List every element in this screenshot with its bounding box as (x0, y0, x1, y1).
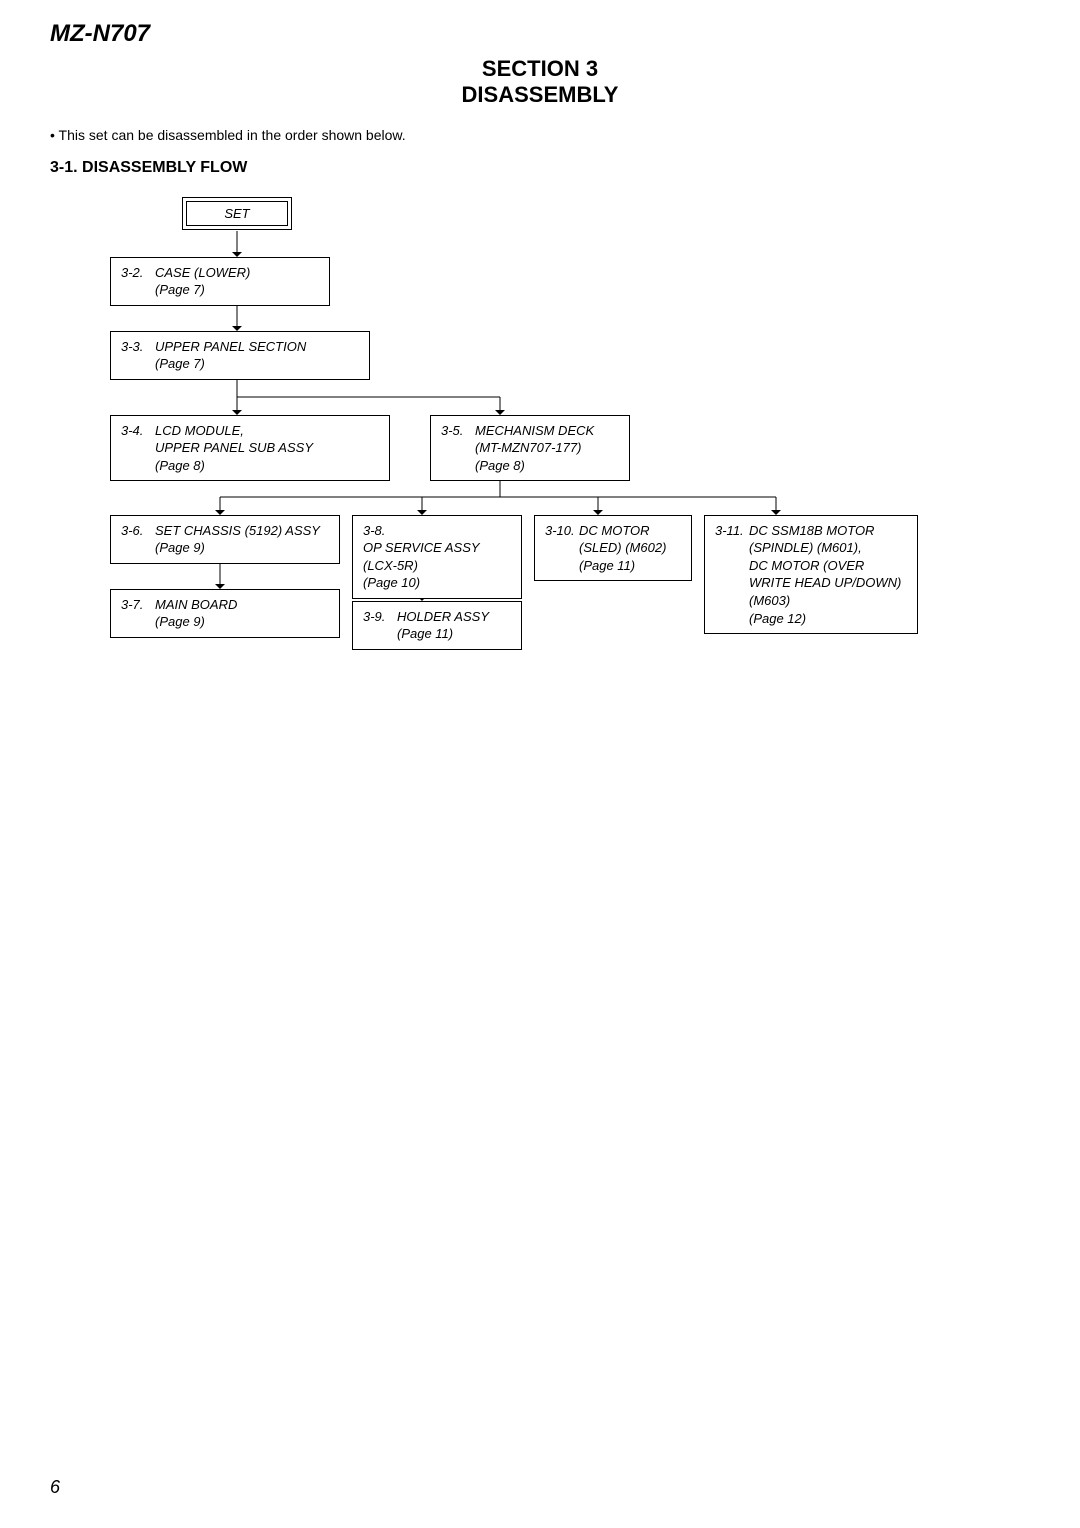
node-n38-text: OP SERVICE ASSY(LCX-5R)(Page 10) (363, 539, 480, 592)
section-line2: DISASSEMBLY (50, 82, 1030, 108)
page-number: 6 (50, 1477, 60, 1498)
node-n32-text: CASE (LOWER)(Page 7) (155, 264, 250, 299)
node-n35-num: 3-5. (441, 422, 475, 440)
section-header: SECTION 3 DISASSEMBLY (50, 56, 1030, 109)
node-n36-num: 3-6. (121, 522, 155, 540)
subsection-title: 3-1. DISASSEMBLY FLOW (50, 159, 1030, 177)
node-n32: 3-2.CASE (LOWER)(Page 7) (110, 257, 330, 306)
node-n37-text: MAIN BOARD(Page 9) (155, 596, 237, 631)
node-n34: 3-4.LCD MODULE,UPPER PANEL SUB ASSY(Page… (110, 415, 390, 482)
node-n39-num: 3-9. (363, 608, 397, 626)
node-n38-num: 3-8. (363, 522, 397, 540)
node-n36: 3-6.SET CHASSIS (5192) ASSY(Page 9) (110, 515, 340, 564)
node-n35: 3-5.MECHANISM DECK(MT-MZN707-177)(Page 8… (430, 415, 630, 482)
node-n310-num: 3-10. (545, 522, 579, 540)
node-n36-text: SET CHASSIS (5192) ASSY(Page 9) (155, 522, 320, 557)
node-n34-text: LCD MODULE,UPPER PANEL SUB ASSY(Page 8) (155, 422, 313, 475)
model-header: MZ-N707 (50, 20, 1030, 48)
node-n34-num: 3-4. (121, 422, 155, 440)
node-set: SET (182, 197, 292, 230)
disassembly-flow-diagram: SET 3-2.CASE (LOWER)(Page 7) 3-3.UPPER PAN… (50, 197, 1010, 717)
node-n311-num: 3-11. (715, 522, 749, 540)
node-set-label: SET (186, 201, 288, 226)
node-n37-num: 3-7. (121, 596, 155, 614)
node-n311: 3-11.DC SSM18B MOTOR(SPINDLE) (M601),DC … (704, 515, 918, 634)
node-n311-text: DC SSM18B MOTOR(SPINDLE) (M601),DC MOTOR… (749, 522, 901, 627)
node-n35-text: MECHANISM DECK(MT-MZN707-177)(Page 8) (475, 422, 594, 475)
node-n310: 3-10.DC MOTOR(SLED) (M602)(Page 11) (534, 515, 692, 582)
node-n39-text: HOLDER ASSY(Page 11) (397, 608, 489, 643)
node-n38: 3-8.OP SERVICE ASSY(LCX-5R)(Page 10) (352, 515, 522, 599)
node-n32-num: 3-2. (121, 264, 155, 282)
node-n39: 3-9.HOLDER ASSY(Page 11) (352, 601, 522, 650)
section-line1: SECTION 3 (50, 56, 1030, 82)
node-n310-text: DC MOTOR(SLED) (M602)(Page 11) (579, 522, 666, 575)
node-n33: 3-3.UPPER PANEL SECTION(Page 7) (110, 331, 370, 380)
node-n33-num: 3-3. (121, 338, 155, 356)
node-n33-text: UPPER PANEL SECTION(Page 7) (155, 338, 306, 373)
node-n37: 3-7.MAIN BOARD(Page 9) (110, 589, 340, 638)
disassembly-note: • This set can be disassembled in the or… (50, 127, 1030, 143)
